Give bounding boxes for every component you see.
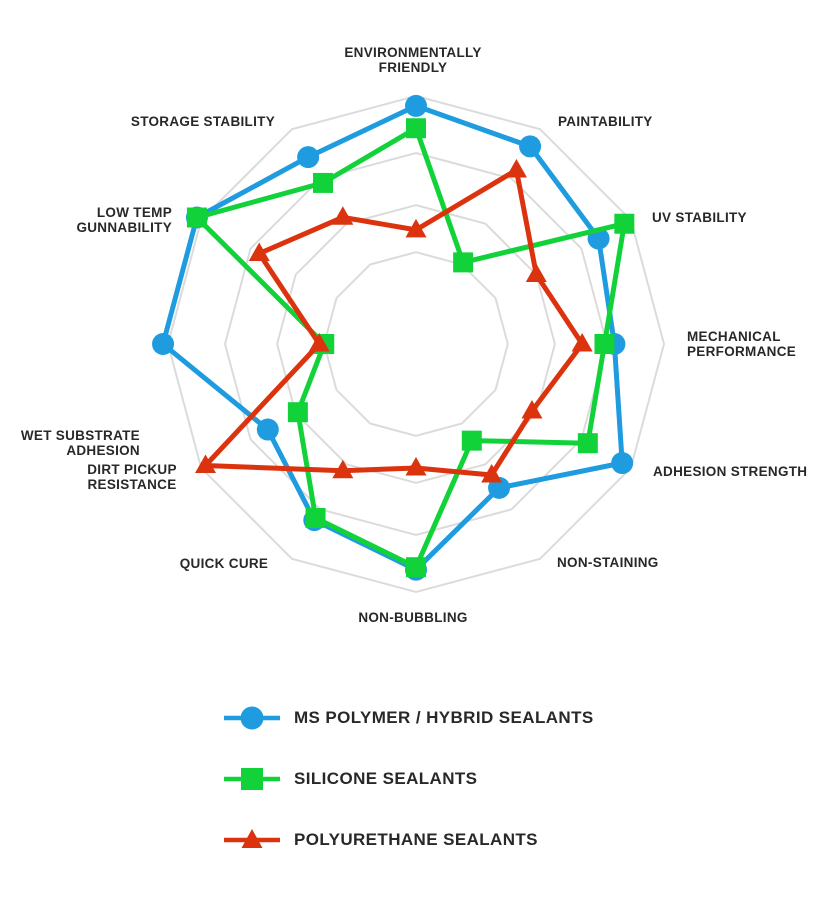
polyurethane-sealants-point-dirt-pickup-resistance [195, 454, 217, 474]
axis-label-non-staining: NON-STAINING [557, 554, 659, 570]
radar-chart: ENVIRONMENTALLY FRIENDLY PAINTABILITY UV ST… [20, 45, 808, 625]
polyurethane-sealants-point-paintability [505, 159, 527, 178]
circle-marker-icon [224, 706, 280, 730]
grid-ring [323, 251, 509, 437]
axis-label-adhesion-strength: ADHESION STRENGTH [653, 463, 808, 479]
legend-item-silicone: SILICONE SEALANTS [224, 766, 594, 792]
polyurethane-sealants-point-non-staining [481, 464, 503, 483]
polyurethane-sealants-point-uv-stability [525, 263, 547, 283]
silicone-sealants-point-paintability [453, 252, 474, 273]
legend-item-ms-polymer: MS POLYMER / HYBRID SEALANTS [224, 705, 594, 731]
ms-polymer-hybrid-sealants-point-environmentally-friendly [405, 94, 427, 117]
ms-polymer-hybrid-sealants-point-adhesion-strength [611, 452, 634, 475]
axis-label-environmentally-friendly: ENVIRONMENTALLY FRIENDLY [344, 45, 482, 75]
legend-item-polyurethane: POLYURETHANE SEALANTS [224, 827, 594, 853]
polyurethane-sealants-point-adhesion-strength [521, 399, 543, 419]
axis-label-mechanical-performance: MECHANICAL PERFORMANCE [687, 329, 797, 359]
axis-label-quick-cure: QUICK CURE [179, 555, 269, 571]
ms-polymer-hybrid-sealants-point-wet-substrate-adhesion [152, 333, 175, 355]
legend-label-silicone: SILICONE SEALANTS [294, 769, 478, 788]
polyurethane-sealants-point-wet-substrate-adhesion [308, 333, 330, 352]
legend-label-ms-polymer: MS POLYMER / HYBRID SEALANTS [294, 708, 594, 727]
silicone-sealants-point-mechanical-performance [594, 334, 615, 354]
legend-label-polyurethane: POLYURETHANE SEALANTS [294, 830, 538, 849]
grid-ring [166, 94, 666, 594]
series-line-silicone-sealants [194, 125, 627, 570]
polyurethane-sealants-point-low-temp-gunnability [248, 242, 270, 261]
ms-polymer-hybrid-sealants-point-dirt-pickup-resistance [256, 418, 279, 441]
silicone-sealants-point-low-temp-gunnability [186, 207, 207, 228]
polyurethane-sealants-point-quick-cure [332, 459, 354, 479]
ms-polymer-hybrid-sealants-point-paintability [519, 135, 542, 158]
polyurethane-sealants-point-non-bubbling [405, 457, 427, 476]
grid-ring [223, 151, 609, 537]
silicone-sealants-point-environmentally-friendly [406, 118, 426, 139]
axis-label-uv-stability: UV STABILITY [652, 209, 747, 225]
axis-label-storage-stability: STORAGE STABILITY [130, 113, 275, 129]
axis-label-wet-substrate-adhesion: WET SUBSTRATE ADHESION [20, 428, 140, 458]
polyurethane-sealants-point-storage-stability [332, 206, 354, 225]
chart-legend: MS POLYMER / HYBRID SEALANTS SILICONE SE… [224, 705, 594, 888]
ms-polymer-hybrid-sealants-point-storage-stability [297, 146, 320, 169]
axis-label-non-bubbling: NON-BUBBLING [358, 609, 468, 625]
axis-label-low-temp-gunnability: LOW TEMP GUNNABILITY [76, 205, 172, 235]
silicone-sealants-point-non-staining [461, 430, 482, 451]
silicone-sealants-point-non-bubbling [406, 557, 426, 578]
axis-label-dirt-pickup-resistance: DIRT PICKUP RESISTANCE [87, 462, 177, 492]
silicone-sealants-point-dirt-pickup-resistance [287, 402, 308, 423]
square-marker-icon [224, 768, 280, 790]
silicone-sealants-point-uv-stability [614, 213, 635, 234]
triangle-marker-icon [224, 829, 280, 848]
silicone-sealants-point-quick-cure [305, 507, 326, 528]
polyurethane-sealants-point-environmentally-friendly [405, 218, 427, 238]
radar-plot-canvas [152, 94, 666, 594]
polyurethane-sealants-point-mechanical-performance [571, 333, 593, 352]
axis-label-paintability: PAINTABILITY [558, 113, 653, 129]
silicone-sealants-point-storage-stability [313, 172, 333, 193]
silicone-sealants-point-adhesion-strength [577, 433, 598, 454]
